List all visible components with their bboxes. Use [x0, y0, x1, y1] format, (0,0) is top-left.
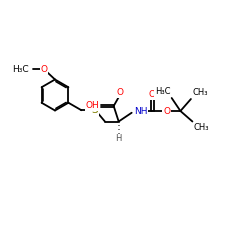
Text: CH₃: CH₃ — [194, 123, 209, 132]
Text: H₃C: H₃C — [155, 87, 170, 96]
Text: NH: NH — [134, 106, 148, 116]
Text: S: S — [91, 105, 98, 115]
Text: H₃C: H₃C — [12, 64, 28, 74]
Text: O: O — [116, 88, 123, 98]
Text: CH₃: CH₃ — [192, 88, 208, 97]
Text: O: O — [40, 64, 47, 74]
Text: O: O — [149, 90, 156, 99]
Text: O: O — [163, 106, 170, 116]
Text: H: H — [116, 134, 122, 143]
Text: OH: OH — [86, 102, 99, 110]
